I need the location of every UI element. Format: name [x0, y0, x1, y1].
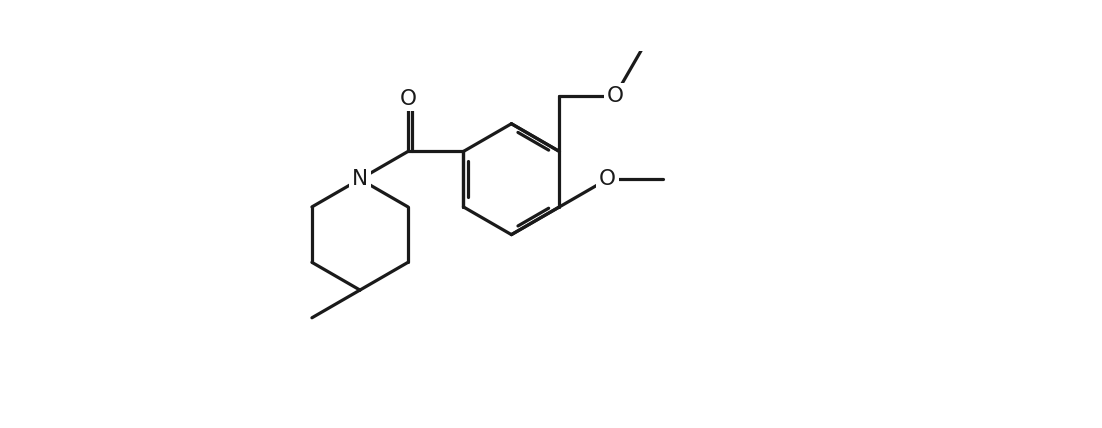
Text: O: O [606, 86, 624, 106]
Text: O: O [399, 89, 417, 109]
Text: N: N [352, 169, 368, 189]
Text: O: O [599, 169, 616, 189]
